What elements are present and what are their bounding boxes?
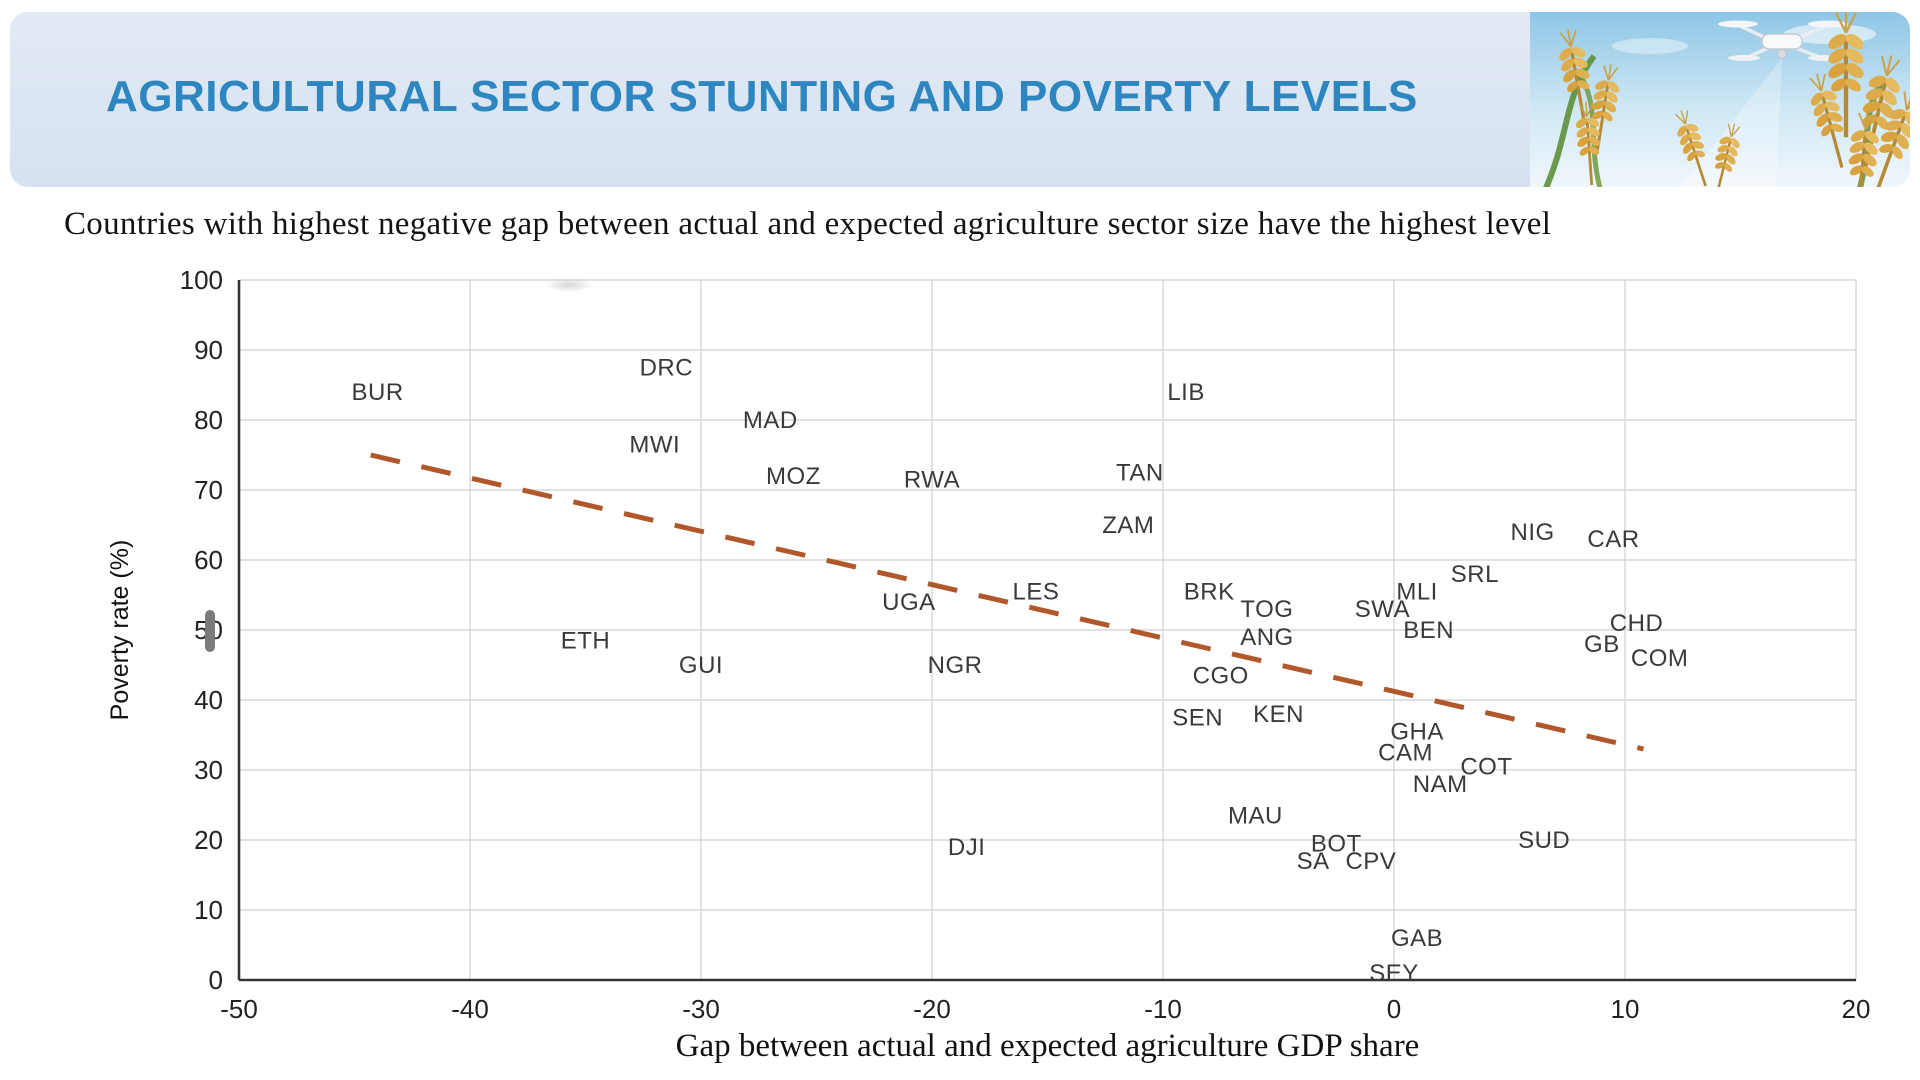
data-point-CAR: CAR (1587, 526, 1639, 553)
x-tick-label: -30 (682, 994, 720, 1024)
data-point-GB: GB (1584, 631, 1620, 658)
data-point-ZAM: ZAM (1102, 512, 1154, 539)
x-tick-label: -40 (451, 994, 489, 1024)
x-tick-label: -50 (220, 994, 258, 1024)
y-tick-label: 40 (194, 685, 223, 715)
data-point-GAB: GAB (1391, 925, 1443, 952)
data-point-UGA: UGA (882, 589, 936, 616)
wheat-icon (1543, 12, 1910, 187)
y-tick-label: 60 (194, 545, 223, 575)
screenshot-bar-artifact (205, 610, 215, 652)
data-point-CHD: CHD (1610, 610, 1664, 637)
x-tick-label: -20 (913, 994, 951, 1024)
data-point-ETH: ETH (561, 628, 611, 655)
scatter-plot-svg: -50-40-30-20-100102001020304050607080901… (106, 265, 1871, 1064)
data-point-MLI: MLI (1396, 579, 1438, 606)
data-point-LES: LES (1013, 579, 1060, 606)
data-point-SWA: SWA (1355, 596, 1410, 623)
data-point-CPV: CPV (1345, 848, 1396, 875)
data-point-NIG: NIG (1511, 519, 1555, 546)
y-tick-label: 0 (209, 965, 223, 995)
data-point-BOT: BOT (1311, 831, 1362, 858)
crops-drone-image (1530, 12, 1910, 187)
data-point-BUR: BUR (352, 379, 404, 406)
trendline (370, 452, 1645, 752)
x-tick-label: 0 (1387, 994, 1401, 1024)
y-tick-label: 10 (194, 895, 223, 925)
y-tick-label: 80 (194, 405, 223, 435)
data-point-LIB: LIB (1167, 379, 1205, 406)
y-tick-label: 90 (194, 335, 223, 365)
scatter-chart: -50-40-30-20-100102001020304050607080901… (0, 240, 1920, 1080)
chart-caption: Countries with highest negative gap betw… (64, 206, 1552, 242)
data-point-CAM: CAM (1378, 740, 1433, 767)
data-point-SA: SA (1297, 848, 1330, 875)
data-point-TAN: TAN (1116, 460, 1164, 487)
drone-light-beam (1680, 58, 1782, 187)
data-point-MOZ: MOZ (766, 463, 821, 490)
data-point-MAD: MAD (743, 407, 798, 434)
data-point-GUI: GUI (679, 652, 723, 679)
y-tick-label: 100 (180, 265, 223, 295)
data-point-ANG: ANG (1240, 624, 1294, 651)
data-point-SEY: SEY (1369, 960, 1419, 987)
data-point-CGO: CGO (1193, 663, 1249, 690)
screenshot-smudge-artifact (545, 278, 593, 292)
x-tick-label: 20 (1842, 994, 1871, 1024)
y-tick-label: 70 (194, 475, 223, 505)
x-axis-title: Gap between actual and expected agricult… (676, 1028, 1420, 1064)
y-axis-title: Poverty rate (%) (106, 540, 134, 721)
y-tick-label: 20 (194, 825, 223, 855)
page-title: AGRICULTURAL SECTOR STUNTING AND POVERTY… (106, 71, 1418, 121)
drone-icon (1718, 20, 1848, 61)
data-point-TOG: TOG (1240, 596, 1293, 623)
data-point-COT: COT (1460, 754, 1512, 781)
data-point-DJI: DJI (948, 834, 986, 861)
data-point-MAU: MAU (1228, 803, 1283, 830)
data-point-NGR: NGR (928, 652, 983, 679)
x-tick-label: -10 (1144, 994, 1182, 1024)
y-tick-label: 30 (194, 755, 223, 785)
data-point-COM: COM (1631, 645, 1689, 672)
data-point-BRK: BRK (1184, 579, 1235, 606)
data-point-KEN: KEN (1253, 701, 1304, 728)
header-banner: AGRICULTURAL SECTOR STUNTING AND POVERTY… (10, 12, 1910, 187)
data-point-SRL: SRL (1451, 561, 1499, 588)
data-point-MWI: MWI (629, 432, 680, 459)
data-point-DRC: DRC (640, 355, 694, 382)
crops-drone-graphic (1530, 12, 1910, 187)
data-point-GHA: GHA (1390, 719, 1444, 746)
data-point-NAM: NAM (1413, 771, 1468, 798)
cloud (1612, 38, 1688, 54)
data-point-SEN: SEN (1172, 705, 1223, 732)
x-tick-label: 10 (1611, 994, 1640, 1024)
data-point-SUD: SUD (1518, 827, 1570, 854)
data-point-BEN: BEN (1403, 617, 1454, 644)
data-point-RWA: RWA (904, 467, 960, 494)
